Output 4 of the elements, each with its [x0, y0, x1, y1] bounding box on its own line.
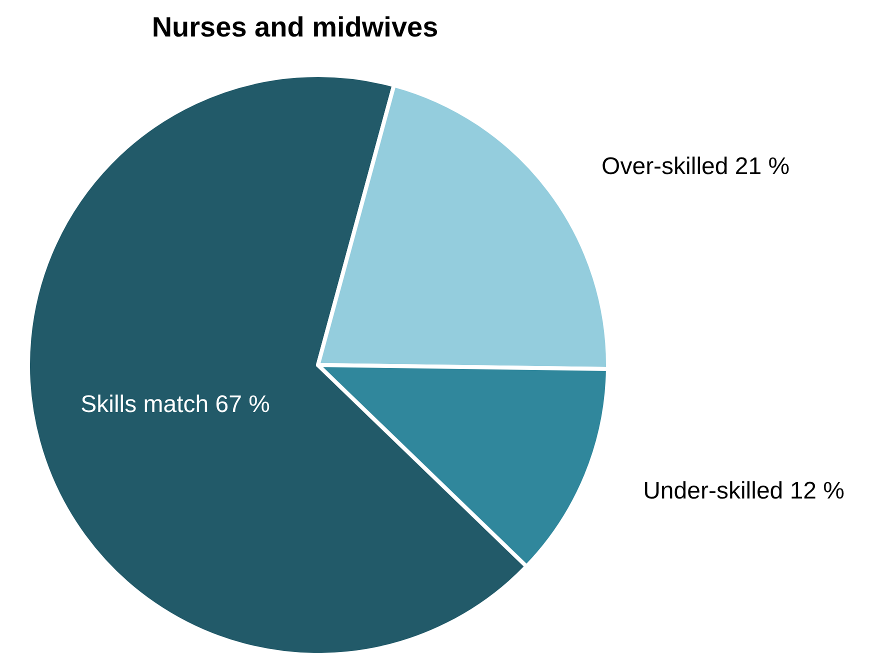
slice-label: Skills match 67 % — [80, 390, 270, 418]
slice-label: Over-skilled 21 % — [602, 152, 790, 180]
chart-title: Nurses and midwives — [152, 12, 438, 42]
slice-label: Under-skilled 12 % — [643, 477, 845, 504]
